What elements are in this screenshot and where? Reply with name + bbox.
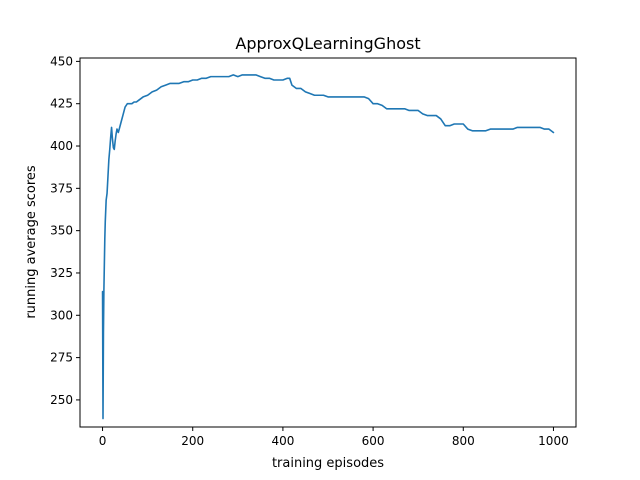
y-tick-label: 450 [50,54,73,68]
y-tick-label: 300 [50,308,73,322]
axes-frame [79,57,577,428]
y-tick-label: 400 [50,139,73,153]
y-tick-label: 350 [50,224,73,238]
chart-title: ApproxQLearningGhost [235,34,420,53]
y-tick-label: 275 [50,351,73,365]
x-tick-label: 800 [452,434,475,448]
x-tick-label: 0 [99,434,107,448]
plot-area [101,74,555,420]
x-tick-label: 200 [181,434,204,448]
y-tick-label: 375 [50,181,73,195]
x-axis-label: training episodes [272,456,384,471]
axis-ticks: 0 200 400 600 800 1000 250 275 300 325 350 375 400 42… [50,54,569,448]
x-tick-label: 1000 [538,434,569,448]
y-tick-label: 325 [50,266,73,280]
series-line-0 [101,74,555,420]
y-axis-label: running average scores [24,165,39,319]
x-tick-label: 600 [362,434,385,448]
y-tick-label: 250 [50,393,73,407]
x-tick-label: 400 [271,434,294,448]
y-tick-label: 425 [50,97,73,111]
